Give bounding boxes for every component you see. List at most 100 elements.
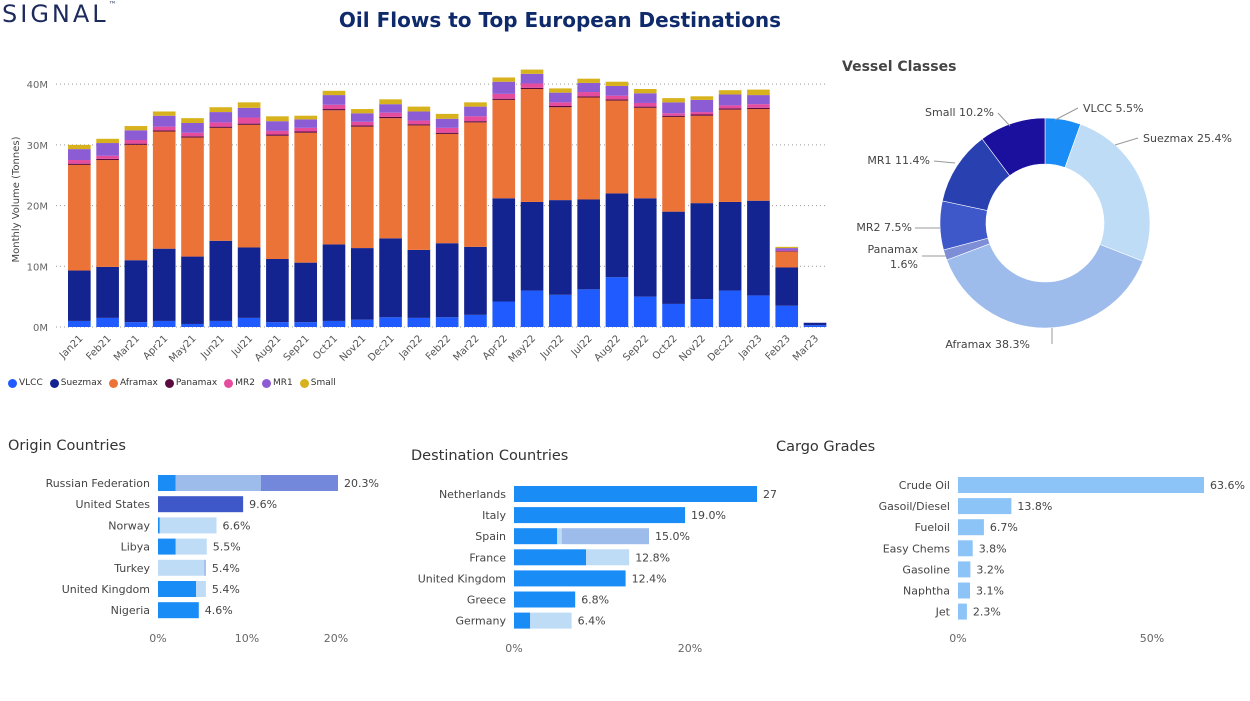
bar-segment-suezmax [492, 198, 516, 302]
leader-line [1114, 137, 1139, 146]
bar-segment [586, 549, 630, 566]
bar-segment-small [237, 102, 261, 108]
y-tick-label: 0M [33, 323, 48, 334]
bar-segment-mr1 [662, 102, 685, 114]
bar-segment-mr2 [379, 112, 402, 117]
bar-segment-mr1 [747, 95, 770, 105]
bar-segment-suezmax [464, 246, 487, 315]
bar-segment-vlcc [68, 320, 91, 327]
legend-item[interactable]: Suezmax [49, 378, 102, 388]
bar-segment [158, 538, 176, 555]
bar-segment-vlcc [718, 290, 742, 327]
bar-segment-aframax [68, 164, 91, 271]
bar-segment-small [152, 111, 176, 116]
bar-segment-mr1 [96, 143, 119, 156]
bar-segment-panamax [747, 107, 770, 110]
bar-segment-mr2 [577, 92, 600, 97]
bar-segment-mr1 [181, 123, 204, 133]
bar-segment-aframax [605, 100, 629, 194]
bar-segment-suezmax [577, 199, 600, 290]
row-label: France [469, 551, 506, 564]
bar-segment-aframax [464, 122, 487, 247]
bar-segment-aframax [492, 99, 516, 199]
bar-segment [158, 496, 244, 513]
bar-segment-aframax [237, 124, 261, 248]
bar-segment-suezmax [379, 238, 402, 318]
bar-segment-mr1 [68, 149, 91, 161]
x-tick-label: 0% [149, 632, 166, 645]
row-label: Libya [121, 541, 150, 554]
data-label: 5.4% [212, 583, 240, 596]
bar-segment-small [747, 89, 770, 96]
bar-segment [958, 540, 973, 557]
bar-segment-small [633, 89, 657, 94]
bar-segment-panamax [237, 123, 261, 125]
row-label: Greece [467, 594, 506, 607]
bar-segment-mr2 [718, 105, 742, 109]
data-label: 5.5% [213, 541, 241, 554]
bar-segment-panamax [492, 98, 516, 100]
bar-segment-vlcc [96, 317, 119, 327]
bar-segment-mr2 [520, 83, 544, 88]
data-label: 9.6% [249, 498, 277, 511]
bar-segment-vlcc [549, 294, 572, 327]
bar-segment-aframax [294, 132, 318, 263]
bar-segment-vlcc [266, 322, 289, 327]
bar-segment-mr1 [322, 95, 346, 105]
row-label: Norway [108, 519, 150, 532]
bar-segment-mr2 [549, 102, 572, 106]
bar-segment [514, 612, 531, 629]
bar-segment [204, 559, 206, 576]
bar-segment-panamax [549, 106, 572, 108]
bar-segment-panamax [96, 158, 119, 161]
legend-label: Aframax [120, 378, 158, 388]
row-label: Jet [935, 606, 951, 619]
bar-segment-mr2 [690, 112, 714, 115]
bar-segment-small [492, 77, 516, 82]
data-label: 6.6% [223, 519, 251, 532]
data-label: 15.0% [655, 530, 690, 543]
bar-segment-mr2 [747, 104, 770, 108]
bar-segment-panamax [181, 136, 204, 138]
data-label: 3.1% [976, 585, 1004, 598]
bar-segment-small [549, 88, 572, 93]
legend-item[interactable]: Aframax [109, 378, 158, 388]
legend-item[interactable]: Small [299, 378, 336, 388]
slice-label: MR1 11.4% [867, 154, 930, 167]
logo-text: SIGNAL [2, 0, 109, 28]
bar-segment-suezmax [633, 198, 657, 297]
bar-segment-aframax [350, 126, 374, 249]
legend-item[interactable]: MR2 [224, 378, 255, 388]
bar-segment [514, 591, 576, 608]
bar-segment-suezmax [350, 248, 374, 320]
bar-segment-suezmax [237, 247, 261, 318]
bar-segment-vlcc [435, 317, 459, 327]
legend-item[interactable]: Panamax [164, 378, 217, 388]
data-label: 3.8% [979, 542, 1007, 555]
bar-segment-mr2 [237, 117, 261, 124]
bar-segment-small [690, 96, 714, 100]
bar-segment-vlcc [662, 303, 685, 327]
bar-segment-vlcc [605, 277, 629, 327]
origin-countries-title: Origin Countries [8, 438, 126, 454]
bar-segment-panamax [464, 121, 487, 123]
bar-segment-mr1 [718, 94, 742, 106]
row-label: Gasoline [902, 563, 950, 576]
legend-item[interactable]: VLCC [8, 378, 43, 388]
bar-segment [175, 538, 207, 555]
legend-item[interactable]: MR1 [262, 378, 293, 388]
x-tick-label: 20% [324, 632, 348, 645]
bar-segment-suezmax [605, 193, 629, 278]
bar-segment-small [577, 78, 600, 83]
data-label: 4.6% [205, 604, 233, 617]
bar-segment-panamax [407, 124, 431, 126]
legend-dot [164, 378, 174, 388]
bar-segment-mr2 [633, 102, 657, 107]
bar-segment-aframax [181, 137, 204, 257]
data-label: 20.3% [344, 477, 379, 490]
bar-segment-mr1 [379, 104, 402, 113]
bar-segment-vlcc [577, 289, 600, 327]
bar-segment-panamax [266, 134, 289, 136]
bar-segment-small [775, 246, 799, 249]
data-label: 3.2% [976, 563, 1004, 576]
